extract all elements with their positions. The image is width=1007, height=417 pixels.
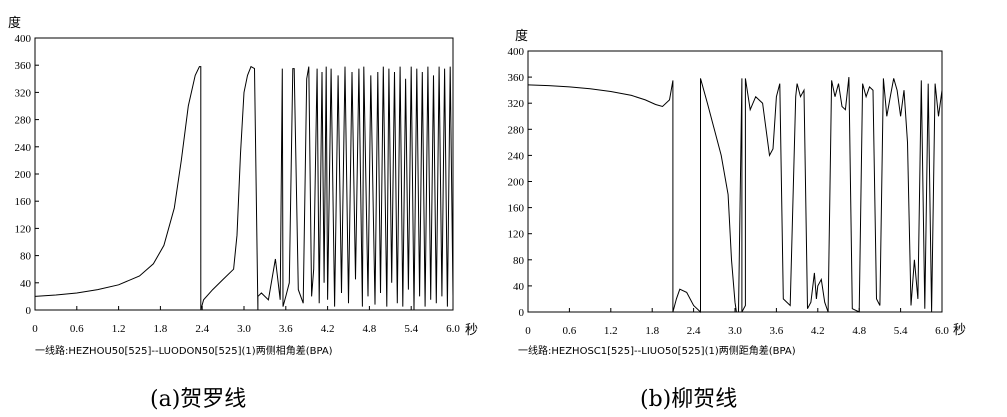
y-tick-label: 240 [15,142,32,154]
chart-b-caption: 一线路:HEZHOSC1[525]--LIUO50[525](1)两侧距角差(B… [518,344,796,357]
x-tick-label: 3.0 [728,325,742,337]
x-tick-label: 0 [32,323,38,335]
x-tick-label: 2.4 [195,323,209,335]
y-tick-label: 360 [15,60,32,72]
x-tick-label: 0 [525,325,531,337]
x-tick-label: 2.4 [687,325,701,337]
x-tick-label: 4.8 [363,323,377,335]
y-tick-label: 160 [15,196,32,208]
y-tick-label: 0 [26,305,32,317]
chart-b-xlabel: 秒 [953,323,966,338]
chart-b: 度 0 40 80 120 160 200 240 280 320 360 400 0 0.6 1.2 1… [508,28,967,412]
x-tick-label: 1.8 [645,325,659,337]
x-tick-label: 5.4 [894,325,908,337]
x-tick-label: 0.6 [70,323,84,335]
y-tick-label: 280 [15,115,32,127]
chart-a-title: (a)贺罗线 [150,387,246,412]
chart-b-title: (b)柳贺线 [640,387,737,412]
y-tick-label: 200 [15,169,32,181]
chart-a-ylabel: 度 [8,15,21,31]
x-tick-label: 0.6 [563,325,577,337]
x-tick-label: 5.4 [404,323,418,335]
y-tick-label: 40 [513,281,525,293]
y-tick-label: 400 [15,33,32,45]
y-tick-label: 40 [20,278,32,290]
x-tick-label: 3.6 [770,325,784,337]
y-tick-label: 120 [15,223,32,235]
chart-b-plot-area [527,50,943,313]
y-tick-label: 320 [508,98,525,110]
y-tick-label: 280 [508,124,525,136]
y-tick-label: 120 [508,229,525,241]
y-tick-label: 240 [508,150,525,162]
chart-a-caption: 一线路:HEZHOU50[525]--LUODON50[525](1)两侧相角差… [35,344,333,357]
chart-b-yticks: 0 40 80 120 160 200 240 280 320 360 400 [508,46,532,319]
x-tick-label: 3.6 [279,323,293,335]
y-tick-label: 160 [508,203,525,215]
y-tick-label: 360 [508,72,525,84]
x-tick-label: 3.0 [237,323,251,335]
x-tick-label: 4.2 [811,325,825,337]
x-tick-label: 4.2 [321,323,335,335]
x-tick-label: 4.8 [852,325,866,337]
chart-b-ylabel: 度 [515,28,528,44]
y-tick-label: 320 [15,87,32,99]
y-tick-label: 80 [513,255,525,267]
y-tick-label: 400 [508,46,525,58]
chart-a-xlabel: 秒 [465,323,478,338]
chart-b-xticks: 0 0.6 1.2 1.8 2.4 3.0 3.6 4.2 4.8 5.4 6.0 [525,308,949,337]
y-tick-label: 80 [20,251,32,263]
x-tick-label: 6.0 [935,325,949,337]
chart-b-series-line [527,77,943,314]
chart-a-yticks: 0 40 80 120 160 200 240 280 320 360 400 [15,33,39,317]
chart-a: 度 0 40 80 120 160 200 240 280 320 360 400 0 0.6 1.2 1… [8,15,478,412]
x-tick-label: 1.8 [154,323,168,335]
chart-a-series-line [34,65,454,311]
x-tick-label: 1.2 [604,325,618,337]
y-tick-label: 0 [519,307,525,319]
x-tick-label: 1.2 [112,323,126,335]
chart-a-xticks: 0 0.6 1.2 1.8 2.4 3.0 3.6 4.2 4.8 5.4 6.0 [32,306,460,335]
x-tick-label: 6.0 [446,323,460,335]
y-tick-label: 200 [508,177,525,189]
